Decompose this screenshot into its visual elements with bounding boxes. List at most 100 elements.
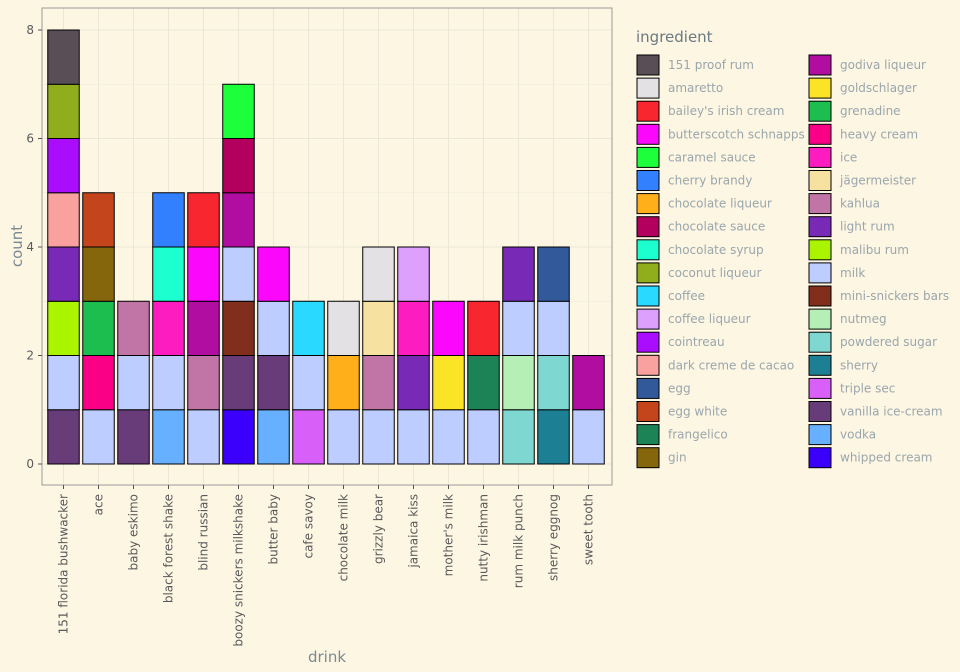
bar-sweet-tooth — [572, 355, 605, 465]
legend-item-grenadine: grenadine — [808, 100, 901, 122]
legend-item-kahlua: kahlua — [808, 193, 880, 215]
bar-segment-dark-creme-de-cacao — [47, 192, 80, 248]
bar-segment-milk — [467, 409, 500, 465]
legend: 151 proof rum amaretto bailey's irish crea… — [636, 54, 949, 469]
legend-item-egg: egg — [636, 377, 691, 399]
x-tick-label: mother's milk — [442, 494, 456, 576]
bar-segment-151-proof-rum — [47, 29, 80, 85]
bar-segment-powdered-sugar — [502, 409, 535, 465]
legend-item-coffee: coffee — [636, 285, 705, 307]
legend-item-goldschlager: goldschlager — [808, 77, 917, 99]
y-tick-label: 6 — [26, 132, 34, 146]
bar-segment-milk — [362, 409, 395, 465]
bar-segment-vanilla-ice-cream — [47, 409, 80, 465]
bar-segment-ice — [397, 300, 430, 356]
bar-segment-sherry — [537, 409, 570, 465]
legend-label: butterscotch schnapps — [668, 127, 805, 141]
legend-swatch — [808, 216, 832, 238]
bar-segment-egg — [537, 246, 570, 302]
bar-segment-ice — [152, 300, 185, 356]
legend-label: chocolate sauce — [668, 220, 765, 234]
bar-segment-godiva-liqueur — [222, 192, 255, 248]
bar-jamaica-kiss — [397, 246, 430, 465]
legend-item-frangelico: frangelico — [636, 424, 728, 446]
legend-item-chocolate-liqueur: chocolate liqueur — [636, 193, 772, 215]
bar-segment-milk — [222, 246, 255, 302]
legend-label: chocolate syrup — [668, 243, 764, 257]
legend-label: vodka — [840, 428, 876, 442]
legend-swatch — [808, 54, 832, 76]
bar-segment-whipped-cream — [222, 409, 255, 465]
bar-segment-coconut-liqueur — [47, 83, 80, 139]
legend-swatch — [636, 401, 660, 422]
bar-blind-russian — [187, 192, 220, 465]
legend-label: dark creme de cacao — [668, 358, 794, 372]
legend-label: nutmeg — [840, 312, 887, 326]
legend-swatch — [808, 331, 832, 353]
bar-segment-vanilla-ice-cream — [117, 409, 150, 465]
bar-segment-butterscotch-schnapps — [432, 300, 465, 356]
legend-item-whipped-cream: whipped cream — [808, 447, 933, 469]
x-tick-label: boozy snickers milkshake — [232, 494, 246, 647]
x-tick-label: black forest shake — [162, 494, 176, 603]
bar-segment-kahlua — [187, 355, 220, 411]
legend-swatch — [636, 170, 660, 191]
legend-swatch — [808, 285, 832, 307]
legend-item-vanilla-ice-cream: vanilla ice-cream — [808, 401, 943, 422]
bar-segment-grenadine — [82, 300, 115, 356]
legend-swatch — [808, 146, 832, 168]
x-tick-label: 151 florida bushwacker — [57, 494, 71, 634]
legend-label: light rum — [840, 220, 895, 234]
legend-label: ice — [840, 150, 857, 164]
legend-title: ingredient — [636, 28, 713, 46]
legend-swatch — [636, 354, 660, 376]
legend-label: chocolate liqueur — [668, 197, 772, 211]
bar-segment-butterscotch-schnapps — [257, 246, 290, 302]
bar-segment-milk — [502, 300, 535, 356]
bar-segment-bailey-s-irish-cream — [467, 300, 500, 356]
bar-segment-milk — [537, 300, 570, 356]
y-tick-label: 8 — [26, 23, 34, 37]
legend-item-powdered-sugar: powdered sugar — [808, 331, 937, 353]
legend-item-151-proof-rum: 151 proof rum — [636, 54, 754, 76]
legend-label: kahlua — [840, 197, 880, 211]
legend-item-godiva-liqueur: godiva liqueur — [808, 54, 926, 76]
x-tick-label: blind russian — [197, 494, 211, 571]
legend-label: heavy cream — [840, 127, 918, 141]
legend-swatch — [808, 447, 832, 469]
bar-segment-milk — [397, 409, 430, 465]
legend-item-light-rum: light rum — [808, 216, 895, 238]
legend-swatch — [636, 193, 660, 215]
legend-label: godiva liqueur — [840, 58, 926, 72]
legend-item-amaretto: amaretto — [636, 77, 723, 99]
x-tick-label: cafe savoy — [302, 494, 316, 559]
bar-segment-malibu-rum — [47, 300, 80, 356]
legend-swatch — [636, 123, 660, 145]
legend-item-chocolate-syrup: chocolate syrup — [636, 239, 764, 261]
legend-item-vodka: vodka — [808, 424, 876, 446]
legend-item-coffee-liqueur: coffee liqueur — [636, 308, 751, 330]
bar-baby-eskimo — [117, 300, 150, 465]
bar-butter-baby — [257, 246, 290, 465]
legend-label: frangelico — [668, 428, 728, 442]
bar-segment-milk — [292, 355, 325, 411]
legend-swatch — [636, 54, 660, 76]
legend-swatch — [808, 239, 832, 261]
legend-swatch — [636, 239, 660, 261]
bar-boozy-snickers-milkshake — [222, 83, 255, 465]
legend-swatch — [636, 77, 660, 99]
legend-label: triple sec — [840, 381, 895, 395]
bar-segment-chocolate-syrup — [152, 246, 185, 302]
legend-label: mini-snickers bars — [840, 289, 949, 303]
legend-item-coconut-liqueur: coconut liqueur — [636, 262, 761, 284]
bar-segment-godiva-liqueur — [187, 300, 220, 356]
x-tick-label: jamaica kiss — [407, 494, 421, 569]
bar-segment-mini-snickers-bars — [222, 300, 255, 356]
legend-item-butterscotch-schnapps: butterscotch schnapps — [636, 123, 805, 145]
x-axis-title: drink — [308, 648, 346, 666]
legend-swatch — [636, 285, 660, 307]
legend-swatch — [636, 308, 660, 330]
bar-segment-amaretto — [362, 246, 395, 302]
legend-item-gin: gin — [636, 447, 687, 469]
